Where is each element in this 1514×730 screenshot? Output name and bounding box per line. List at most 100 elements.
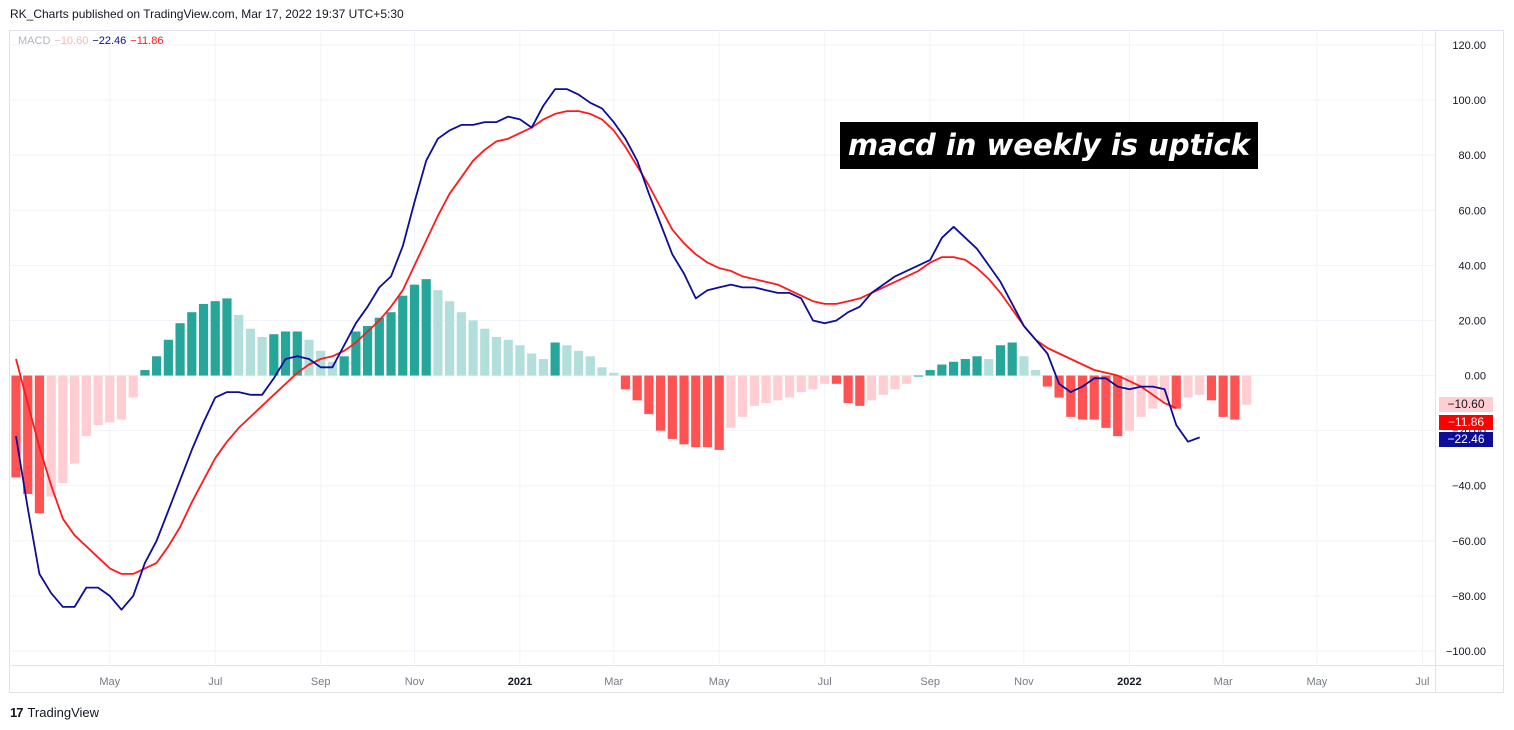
histogram-bar: [327, 361, 338, 376]
histogram-bar: [702, 375, 713, 448]
histogram-bar: [562, 345, 572, 376]
histogram-bar: [902, 375, 912, 384]
chart-annotation[interactable]: macd in weekly is uptick: [840, 122, 1258, 169]
histogram-bar: [304, 339, 314, 376]
histogram-bar: [937, 364, 947, 376]
publisher-caption: RK_Charts published on TradingView.com, …: [10, 7, 404, 21]
histogram-bar: [620, 375, 631, 390]
indicator-legend[interactable]: MACD −10.60 −22.46 −11.86: [18, 35, 167, 47]
histogram-bar: [1019, 356, 1029, 376]
price-tag: −22.46: [1439, 432, 1493, 447]
histogram-bar: [339, 356, 349, 376]
histogram-bar: [234, 314, 244, 376]
histogram-bar: [796, 375, 806, 393]
y-tick-label: −100.00: [1446, 646, 1486, 658]
histogram-bar: [597, 367, 607, 376]
histogram-bar: [749, 375, 759, 406]
histogram-bar: [1054, 375, 1064, 398]
histogram-bar: [374, 317, 384, 376]
histogram-bar: [949, 361, 959, 376]
histogram-bar: [538, 359, 548, 376]
histogram-bar: [866, 375, 877, 401]
y-tick-label: 40.00: [1458, 260, 1486, 272]
x-tick-label: May: [1307, 676, 1328, 688]
histogram-bar: [81, 375, 91, 437]
histogram-bar: [644, 375, 654, 415]
histogram-bar: [245, 328, 255, 376]
histogram-bar: [527, 353, 537, 376]
histogram-bar: [878, 375, 888, 395]
histogram-bar: [761, 375, 771, 404]
histogram-bar: [433, 290, 443, 376]
y-tick-label: 0.00: [1465, 371, 1486, 383]
histogram-bar: [808, 375, 818, 390]
histogram-bar: [1066, 375, 1076, 417]
x-axis-labels: May Jul Sep Nov 2021 Mar May Jul Sep Nov 2022 Mar Ma…: [99, 676, 1429, 688]
histogram-bar: [738, 375, 748, 417]
histogram-bar: [609, 372, 619, 376]
histogram-bar: [445, 301, 455, 376]
histogram-bar: [58, 375, 68, 483]
histogram-bar: [913, 375, 924, 377]
x-tick-label: Mar: [604, 676, 623, 688]
histogram-bar: [316, 350, 326, 376]
histogram-bar: [116, 375, 127, 420]
histogram-bar: [222, 298, 232, 376]
y-tick-label: −80.00: [1452, 591, 1486, 603]
macd-line: [15, 88, 1201, 611]
histogram-bar: [105, 375, 115, 423]
legend-title: MACD: [18, 35, 51, 47]
price-tag: −11.86: [1439, 415, 1493, 430]
histogram-bar: [409, 284, 420, 376]
histogram-bar: [984, 359, 994, 376]
histogram-bar: [1148, 375, 1158, 409]
histogram-bar: [1206, 375, 1217, 401]
histogram-bar: [351, 331, 361, 376]
histogram-bar: [11, 375, 21, 478]
x-tick-label: Sep: [311, 676, 331, 688]
histogram-bar: [1171, 375, 1181, 409]
histogram-bar: [46, 375, 56, 497]
x-tick-label: Jul: [208, 676, 222, 688]
x-tick-label: Mar: [1214, 676, 1233, 688]
histogram-bar: [1218, 375, 1228, 417]
histogram-bar: [585, 356, 595, 376]
histogram-bar: [1113, 375, 1123, 437]
histogram-bar: [93, 375, 103, 426]
histogram-bar: [1242, 375, 1252, 405]
histogram-bar: [292, 331, 302, 376]
y-tick-label: 20.00: [1458, 315, 1486, 327]
footer-brand[interactable]: 17 TradingView: [10, 705, 99, 720]
histogram-bar: [1089, 375, 1099, 420]
x-tick-label: Jul: [818, 676, 832, 688]
histogram-bar: [1159, 375, 1170, 401]
x-tick-label: 2021: [508, 676, 532, 688]
y-tick-label: −60.00: [1452, 536, 1486, 548]
histogram-bar: [128, 375, 138, 398]
x-tick-label: Nov: [1014, 676, 1034, 688]
histogram-bar: [480, 328, 490, 376]
legend-macd-value: −22.46: [92, 35, 127, 47]
histogram-bar: [1183, 375, 1193, 398]
histogram-bar: [679, 375, 689, 445]
histogram-bar: [691, 375, 701, 448]
histogram-bar: [972, 356, 982, 376]
histogram-bar: [1195, 375, 1205, 395]
histogram-bar: [726, 375, 736, 428]
histogram-bar: [1077, 375, 1088, 420]
x-tick-label: Nov: [405, 676, 425, 688]
histogram-bar: [280, 331, 291, 376]
histogram-bar: [503, 339, 513, 376]
histogram-bar: [175, 323, 185, 376]
histogram-bar: [456, 312, 466, 376]
x-tick-label: May: [99, 676, 120, 688]
legend-signal-value: −11.86: [130, 35, 164, 47]
y-tick-label: −40.00: [1452, 481, 1486, 493]
histogram-bar: [210, 301, 220, 376]
histogram-bar: [421, 279, 431, 376]
histogram-bar: [820, 375, 830, 384]
grid-lines: [10, 30, 1504, 693]
histogram-bar: [667, 375, 677, 439]
histogram-bar: [573, 350, 584, 376]
